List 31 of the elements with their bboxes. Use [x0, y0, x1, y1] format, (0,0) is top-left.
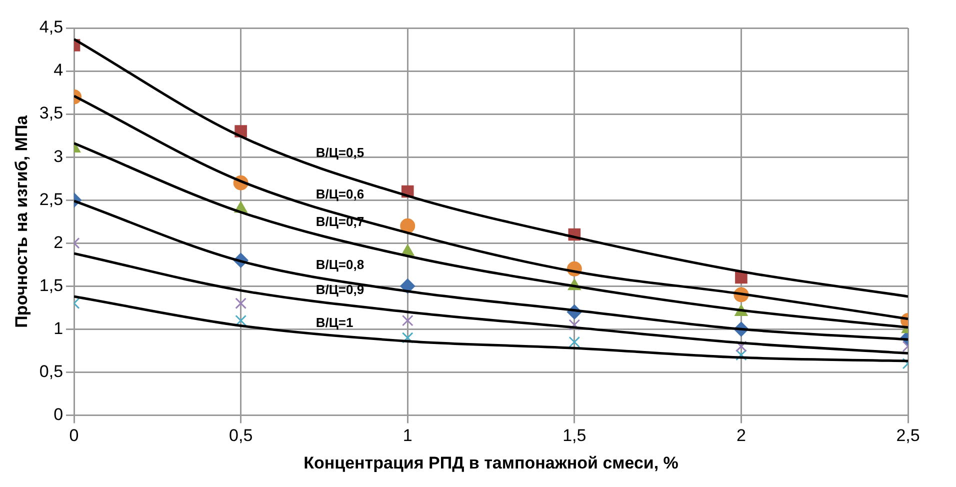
annotation: В/Ц=1 [316, 314, 354, 330]
annotation: В/Ц=0,7 [316, 214, 364, 229]
y-tick-label: 1,5 [39, 276, 64, 295]
y-axis-title: Прочность на изгиб, МПа [12, 114, 31, 328]
x-tick-label: 1 [402, 426, 412, 446]
annotation: В/Ц=0,8 [316, 256, 364, 272]
annotation: В/Ц=0,9 [316, 282, 364, 298]
x-tick-label: 2,5 [896, 426, 920, 446]
point [402, 332, 414, 344]
x-axis-title: Концентрация РПД в тампонажной смеси, % [304, 453, 678, 472]
x-tick-label: 0,5 [229, 426, 253, 446]
point [402, 314, 414, 326]
y-tick-label: 0 [54, 404, 64, 424]
y-tick-label: 3,5 [39, 104, 64, 123]
y-tick-label: 4 [54, 60, 64, 80]
x-tick-label: 2 [736, 426, 746, 446]
point [400, 218, 416, 234]
y-tick-label: 3 [54, 146, 64, 166]
y-tick-label: 2 [54, 232, 64, 252]
y-tick-label: 0,5 [39, 362, 64, 381]
point [736, 340, 747, 352]
y-tick-label: 4,5 [39, 18, 64, 37]
x-tick-label: 0 [69, 426, 79, 446]
annotation: В/Ц=0,6 [316, 186, 364, 202]
y-tick-label: 1 [54, 318, 64, 338]
point [736, 349, 747, 361]
point [568, 319, 580, 331]
y-tick-label: 2,5 [39, 190, 64, 209]
point [568, 336, 580, 348]
x-tick-label: 1,5 [562, 426, 586, 446]
annotation: В/Ц=0,5 [316, 145, 364, 160]
